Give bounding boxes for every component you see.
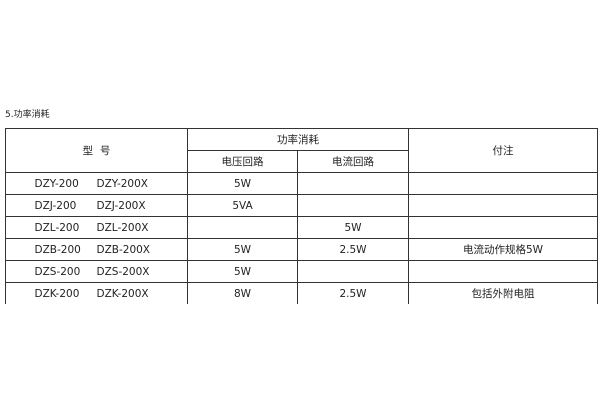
voltage-cell: 8W bbox=[187, 282, 298, 304]
voltage-cell: 5W bbox=[187, 172, 298, 195]
table-row: DZY-200 DZY-200X 5W bbox=[5, 172, 598, 195]
remark-cell bbox=[408, 260, 598, 283]
header-model: 型 号 bbox=[5, 128, 188, 173]
model-name: DZJ-200 bbox=[34, 199, 77, 212]
current-cell: 5W bbox=[297, 216, 409, 239]
header-remarks: 付注 bbox=[408, 128, 598, 173]
model-name: DZL-200 bbox=[34, 221, 80, 234]
remark-cell bbox=[408, 194, 598, 217]
model-cell: DZK-200 DZK-200X bbox=[5, 282, 188, 304]
table-row: DZK-200 DZK-200X 8W 2.5W 包括外附电阻 bbox=[5, 282, 598, 304]
subheader-row: 电压回路 电流回路 bbox=[6, 150, 598, 173]
model-name-x: DZL-200X bbox=[96, 221, 149, 234]
voltage-cell bbox=[187, 216, 298, 239]
model-name-x: DZS-200X bbox=[96, 265, 150, 278]
model-cell: DZY-200 DZY-200X bbox=[5, 172, 188, 195]
current-cell bbox=[297, 172, 409, 195]
table-row: DZJ-200 DZJ-200X 5VA bbox=[5, 194, 598, 217]
current-cell bbox=[297, 194, 409, 217]
header-voltage-circuit: 电压回路 bbox=[187, 150, 298, 173]
voltage-cell: 5VA bbox=[187, 194, 298, 217]
header-current-circuit: 电流回路 bbox=[297, 150, 409, 173]
model-name: DZS-200 bbox=[34, 265, 81, 278]
voltage-cell: 5W bbox=[187, 260, 298, 283]
header-power: 功率消耗 bbox=[187, 128, 409, 151]
header-row: 型 号 功率消耗 付注 bbox=[5, 128, 598, 173]
model-cell: DZL-200 DZL-200X bbox=[5, 216, 188, 239]
model-cell: DZS-200 DZS-200X bbox=[5, 260, 188, 283]
model-cell: DZB-200 DZB-200X bbox=[5, 238, 188, 261]
section-title: 5.功率消耗 bbox=[5, 110, 50, 120]
model-name-x: DZK-200X bbox=[96, 287, 149, 300]
remark-cell bbox=[408, 216, 598, 239]
model-name-x: DZB-200X bbox=[96, 243, 151, 256]
current-cell bbox=[297, 260, 409, 283]
current-cell: 2.5W bbox=[297, 282, 409, 304]
remark-cell bbox=[408, 172, 598, 195]
model-name: DZB-200 bbox=[34, 243, 81, 256]
model-name-x: DZJ-200X bbox=[96, 199, 146, 212]
model-cell: DZJ-200 DZJ-200X bbox=[5, 194, 188, 217]
table-row: DZL-200 DZL-200X 5W bbox=[5, 216, 598, 239]
model-name-x: DZY-200X bbox=[96, 177, 148, 190]
model-name: DZK-200 bbox=[34, 287, 80, 300]
table-row: DZB-200 DZB-200X 5W 2.5W 电流动作规格5W bbox=[5, 238, 598, 261]
power-consumption-table: 型 号 功率消耗 付注 电压回路 电流回路 DZY-200 DZY-200X 5W… bbox=[5, 128, 598, 304]
voltage-cell: 5W bbox=[187, 238, 298, 261]
current-cell: 2.5W bbox=[297, 238, 409, 261]
table-row: DZS-200 DZS-200X 5W bbox=[5, 260, 598, 283]
remark-cell: 电流动作规格5W bbox=[408, 238, 598, 261]
remark-cell: 包括外附电阻 bbox=[408, 282, 598, 304]
model-name: DZY-200 bbox=[34, 177, 79, 190]
